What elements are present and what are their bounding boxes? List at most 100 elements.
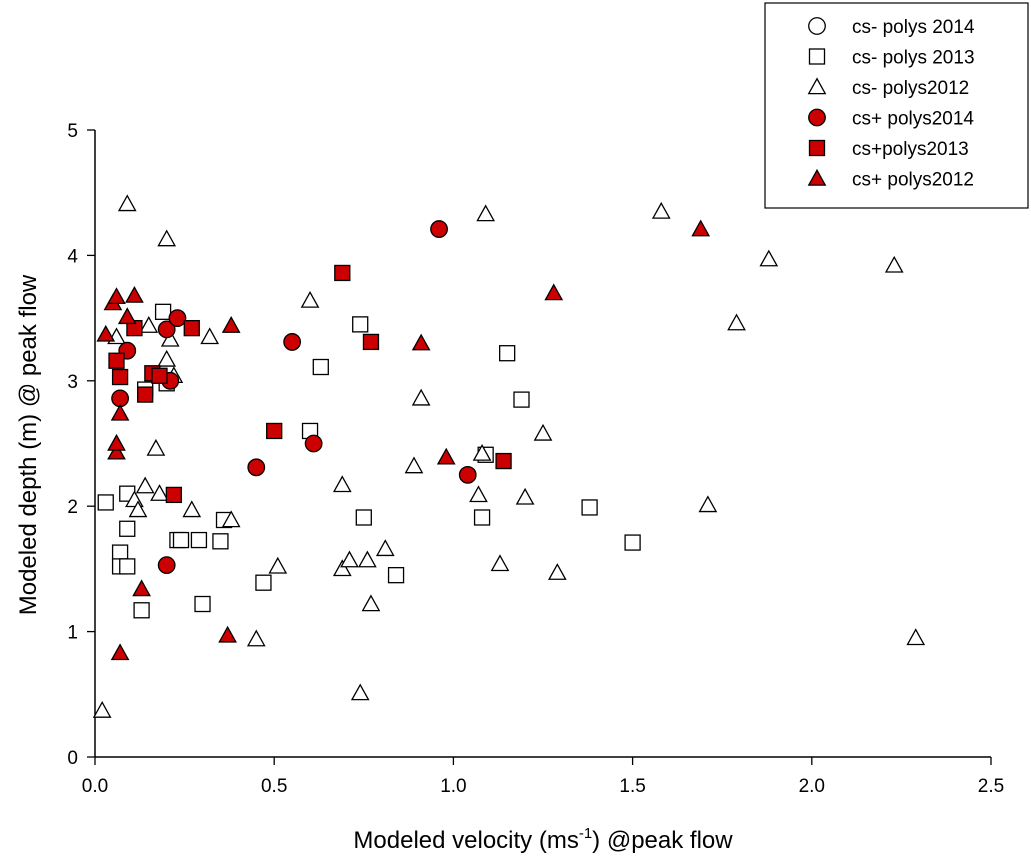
point-square-filled <box>137 386 154 403</box>
point-triangle-filled <box>221 316 241 333</box>
point-square-filled <box>334 264 351 282</box>
point-square-filled <box>362 333 380 351</box>
point-triangle-filled <box>110 403 130 421</box>
point-circle-filled <box>458 465 477 484</box>
point-square-open <box>499 345 516 362</box>
point-square-filled <box>183 319 200 337</box>
point-triangle-filled <box>544 283 564 301</box>
point-square-open <box>194 595 211 613</box>
point-triangle-open <box>157 349 177 367</box>
series-4 <box>108 264 512 504</box>
x-tick-label: 0.5 <box>261 776 287 797</box>
y-tick-label: 1 <box>67 623 78 644</box>
point-square-open <box>513 391 530 408</box>
point-triangle-filled <box>436 447 456 465</box>
point-square-open <box>352 316 369 333</box>
y-tick-label: 2 <box>67 497 78 518</box>
point-square-filled <box>266 422 283 440</box>
point-triangle-open <box>547 563 567 580</box>
point-triangle-filled <box>218 625 237 643</box>
point-square-open <box>624 534 641 551</box>
legend-label: cs+polys2013 <box>852 139 969 160</box>
point-triangle-filled <box>411 333 431 351</box>
x-axis-ticks: 0.0 0.5 1.0 1.5 2.0 2.5 <box>82 757 1004 797</box>
point-triangle-open <box>332 559 352 577</box>
point-square-open <box>133 602 150 619</box>
point-triangle-open <box>128 500 148 518</box>
point-triangle-filled <box>107 287 126 305</box>
point-square-open <box>97 494 114 511</box>
point-square-open <box>255 574 272 591</box>
legend-box <box>764 2 1029 209</box>
x-axis-title-superscript: -1 <box>579 825 592 842</box>
point-triangle-open <box>411 388 431 406</box>
x-tick-label: 1.0 <box>440 776 466 797</box>
point-triangle-open <box>150 484 169 501</box>
data-points <box>92 194 926 718</box>
point-circle-filled <box>168 309 187 328</box>
point-triangle-open <box>727 313 746 331</box>
point-triangle-open <box>472 443 492 461</box>
x-axis-title-suffix: ) @peak flow <box>592 827 733 854</box>
point-triangle-open <box>221 510 241 528</box>
point-triangle-open <box>884 255 904 273</box>
series-3 <box>111 220 477 575</box>
point-square-filled <box>165 486 182 504</box>
point-triangle-filled <box>107 433 126 451</box>
y-tick-label: 0 <box>67 748 78 769</box>
point-triangle-open <box>300 290 320 308</box>
point-triangle-open <box>490 554 510 572</box>
point-triangle-open <box>698 495 718 513</box>
legend-label: cs- polys 2013 <box>852 48 975 69</box>
y-tick-label: 5 <box>67 121 78 142</box>
point-triangle-open <box>361 594 381 612</box>
point-triangle-open <box>200 327 220 345</box>
legend-marker-square <box>808 48 826 65</box>
point-square-open <box>172 531 190 549</box>
legend-marker-square <box>808 139 826 157</box>
point-triangle-open <box>404 456 424 474</box>
point-square-open <box>119 520 136 537</box>
point-triangle-open <box>515 487 535 505</box>
x-tick-label: 2.0 <box>799 776 825 797</box>
x-axis-title: Modeled velocity (ms-1) @peak flow <box>353 825 733 854</box>
point-triangle-filled <box>117 307 137 325</box>
point-circle-filled <box>430 220 448 238</box>
point-square-open <box>581 499 598 516</box>
point-triangle-filled <box>132 579 151 597</box>
point-square-open <box>111 544 129 561</box>
point-triangle-open <box>340 550 359 568</box>
point-triangle-open <box>375 539 395 557</box>
point-triangle-filled <box>96 324 116 342</box>
y-axis-ticks: 0 1 2 3 4 5 <box>67 121 95 769</box>
x-tick-label: 2.5 <box>978 776 1004 797</box>
y-tick-label: 4 <box>67 246 78 267</box>
point-triangle-open <box>759 249 779 267</box>
legend-label: cs+ polys2012 <box>852 170 974 191</box>
point-square-open <box>387 567 405 584</box>
x-axis-title-main: Modeled velocity (ms <box>353 827 578 854</box>
point-square-open <box>119 558 136 575</box>
point-triangle-open <box>182 500 202 518</box>
point-square-open <box>312 358 329 376</box>
point-triangle-open <box>146 438 166 456</box>
point-triangle-filled <box>110 643 130 661</box>
legend: cs- polys 2014 cs- polys 2013 cs- polys201… <box>764 2 1029 209</box>
point-circle-filled <box>157 556 176 575</box>
point-triangle-open <box>92 701 112 718</box>
legend-marker-triangle <box>807 77 827 95</box>
point-square-open <box>212 533 229 550</box>
legend-label: cs- polys2012 <box>852 78 969 99</box>
point-triangle-filled <box>691 219 711 237</box>
point-square-open <box>473 509 491 526</box>
point-circle-filled <box>283 333 302 351</box>
point-triangle-open <box>160 329 180 347</box>
point-circle-filled <box>304 434 323 453</box>
legend-label: cs+ polys2014 <box>852 109 974 130</box>
point-triangle-open <box>117 194 137 212</box>
legend-label: cs- polys 2014 <box>852 17 975 38</box>
point-triangle-filled <box>125 285 144 303</box>
legend-marker-circle <box>808 108 826 127</box>
y-tick-label: 3 <box>67 372 78 393</box>
